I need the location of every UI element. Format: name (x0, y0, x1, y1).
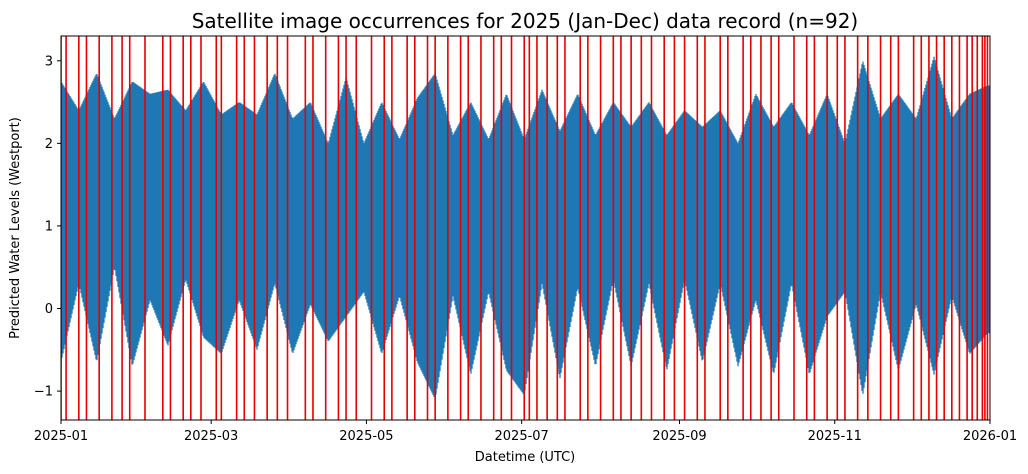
x-axis-ticks: 2025-01 2025-03 2025-05 2025-07 2025-09 2025-… (34, 420, 1017, 444)
y-tick-label: −1 (34, 385, 53, 400)
chart-title: Satellite image occurrences for 2025 (Ja… (192, 9, 859, 33)
x-tick-label: 2025-03 (184, 429, 238, 444)
y-tick-label: 2 (45, 137, 53, 152)
x-tick-label: 2025-05 (339, 429, 393, 444)
satellite-markers (61, 36, 989, 420)
x-tick-label: 2025-07 (495, 429, 549, 444)
x-tick-label: 2025-09 (652, 429, 706, 444)
x-tick-label: 2026-01 (963, 429, 1017, 444)
y-axis-ticks: −1 0 1 2 3 (34, 54, 61, 400)
y-tick-label: 3 (45, 54, 53, 69)
y-tick-label: 1 (45, 219, 53, 234)
x-axis-label: Datetime (UTC) (475, 450, 576, 465)
x-tick-label: 2025-01 (34, 429, 88, 444)
x-tick-label: 2025-11 (808, 429, 862, 444)
y-tick-label: 0 (45, 302, 53, 317)
y-axis-label: Predicted Water Levels (Westport) (8, 117, 23, 339)
plot-frame (60, 35, 991, 421)
